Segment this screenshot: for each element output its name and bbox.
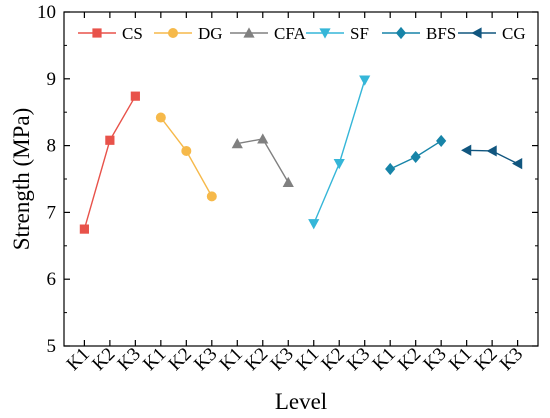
series-sf [308,75,371,230]
series-line [313,79,366,225]
legend-label: SF [350,24,369,43]
data-point [257,133,269,144]
legend-item-sf: SF [306,24,369,43]
series-line [160,117,213,197]
data-point [512,158,523,170]
series-cs [79,91,140,234]
data-point [130,91,140,101]
y-axis-ticks: 5 6 7 8 9 10 [37,2,538,357]
series-dg [155,112,217,202]
legend-label: DG [198,24,223,43]
legend-marker [471,27,482,39]
legend-item-cfa: CFA [230,24,307,43]
x-tick-label: K3 [496,344,527,375]
data-point [333,159,345,170]
series-group [79,75,523,234]
legend-item-cs: CS [78,24,143,43]
series-bfs [385,134,447,176]
data-point [359,75,371,86]
legend-label: CG [502,24,526,43]
legend-label: CS [122,24,143,43]
y-tick-label: 10 [37,2,56,23]
legend-label: BFS [426,24,456,43]
x-axis-title: Level [275,389,327,414]
legend-marker [319,28,331,39]
series-line [237,138,289,183]
series-cg [461,144,523,170]
legend-marker [243,27,255,38]
legend-marker [168,28,178,38]
data-point [155,112,166,123]
y-tick-label: 9 [47,69,57,90]
legend-item-bfs: BFS [382,24,456,43]
y-tick-label: 7 [47,202,57,223]
data-point [308,219,320,230]
legend-marker [92,28,102,38]
series-line [83,95,136,230]
data-point [436,134,447,148]
data-point [410,150,421,164]
data-point [231,137,243,149]
y-tick-label: 5 [47,336,57,357]
data-point [79,224,89,234]
legend: CS DG CFA SF BFS CG [78,24,526,43]
plot-frame [63,11,539,347]
y-axis-title: Strength (MPa) [9,108,34,250]
series-cfa [231,133,294,187]
data-point [385,162,396,176]
data-point [461,144,472,156]
legend-item-dg: DG [154,24,223,43]
data-point [105,135,115,145]
data-point [181,145,192,156]
legend-item-cg: CG [458,24,526,43]
y-tick-label: 8 [47,136,57,157]
legend-label: CFA [274,24,307,43]
data-point [206,191,217,202]
data-point [282,176,294,187]
y-tick-label: 6 [47,269,57,290]
legend-marker [395,26,407,40]
data-point [486,145,497,157]
